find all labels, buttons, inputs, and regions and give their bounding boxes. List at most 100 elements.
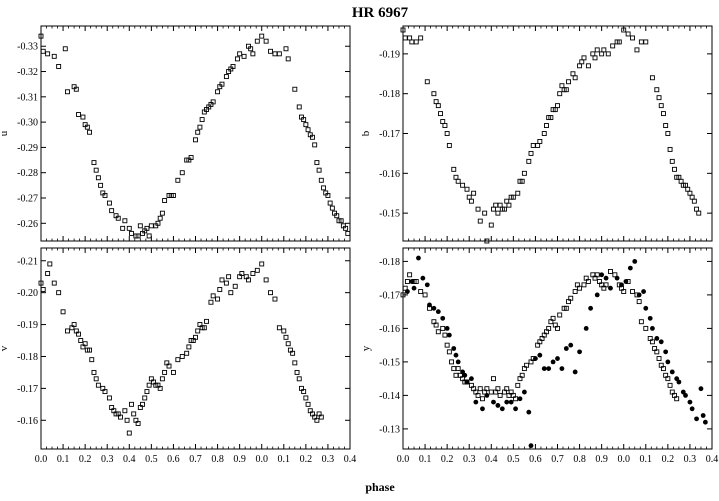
- x-tick-label: 0.0: [255, 454, 268, 465]
- data-point-filled: [431, 305, 437, 311]
- data-point-open: [444, 342, 450, 348]
- data-point-open: [418, 289, 424, 294]
- data-point-open: [696, 210, 702, 216]
- panel-top-right: -0.19 -0.18 -0.17 -0.16 -0.15 b: [360, 25, 713, 244]
- data-point-open: [162, 198, 168, 203]
- y-tick-label: -0.18: [379, 89, 400, 100]
- data-point-filled: [528, 443, 534, 449]
- data-point-open: [497, 392, 503, 398]
- data-point-open: [643, 325, 649, 331]
- data-point-filled: [599, 272, 605, 278]
- data-point-open: [179, 354, 185, 359]
- data-point-open: [91, 369, 97, 375]
- data-point-open: [506, 202, 512, 208]
- data-point-open: [460, 182, 466, 188]
- data-point-open: [451, 166, 457, 172]
- data-point-open: [170, 193, 176, 198]
- data-point-open: [91, 160, 97, 166]
- x-tick-label: 0.4: [123, 454, 136, 465]
- data-point-open: [228, 290, 234, 296]
- y-tick-label: -0.28: [17, 168, 38, 179]
- data-point-open: [579, 59, 585, 65]
- data-point-open: [433, 99, 439, 105]
- data-point-open: [504, 386, 510, 392]
- data-point-filled: [546, 366, 552, 371]
- data-point-open: [40, 287, 46, 292]
- data-point-open: [82, 341, 88, 347]
- data-point-open: [84, 124, 90, 130]
- y-tick-label: -0.29: [17, 143, 38, 154]
- data-point-open: [442, 332, 448, 338]
- data-point-open: [404, 279, 410, 284]
- data-point-open: [146, 382, 152, 388]
- x-tick-label: 0.3: [101, 454, 114, 465]
- y-tick-label: -0.15: [379, 357, 400, 368]
- data-point-open: [442, 123, 448, 128]
- data-point-filled: [636, 292, 642, 298]
- data-point-filled: [409, 279, 415, 284]
- data-point-filled: [603, 275, 609, 281]
- data-point-open: [314, 417, 320, 423]
- data-point-open: [407, 35, 413, 41]
- x-tick-label: 0.6: [167, 454, 180, 465]
- data-point-open: [530, 142, 536, 148]
- data-point-open: [175, 357, 181, 363]
- data-point-open: [524, 362, 530, 368]
- data-point-open: [488, 389, 494, 395]
- y-tick-label: -0.33: [17, 42, 38, 53]
- data-point-open: [45, 51, 51, 57]
- data-point-open: [400, 27, 406, 33]
- data-point-filled: [451, 346, 457, 351]
- data-point-open: [482, 210, 488, 216]
- data-point-open: [272, 51, 278, 57]
- y-axis-label: v: [0, 345, 10, 351]
- data-point-open: [528, 150, 534, 156]
- data-point-open: [563, 305, 569, 311]
- data-point-open: [621, 27, 627, 33]
- panel-top-left: -0.33 -0.32 -0.31 -0.30 -0.29 -0.28 -0.27 -0.26…: [0, 25, 351, 242]
- data-point-open: [60, 309, 66, 315]
- data-point-open: [559, 83, 565, 89]
- data-point-open: [62, 46, 68, 52]
- data-point-filled: [683, 393, 688, 398]
- data-point-open: [56, 290, 62, 296]
- data-point-filled: [663, 349, 669, 355]
- data-point-open: [246, 277, 251, 283]
- y-tick-label: -0.16: [17, 416, 38, 427]
- data-point-open: [93, 376, 99, 382]
- data-point-open: [159, 210, 165, 216]
- x-tick-label: 0.3: [684, 454, 697, 465]
- x-tick-label: 0.1: [278, 454, 291, 465]
- x-tick-label: 0.9: [595, 454, 608, 465]
- y-tick-label: -0.17: [379, 129, 400, 140]
- data-point-open: [199, 117, 205, 123]
- data-point-open: [201, 325, 207, 331]
- data-point-open: [630, 289, 635, 294]
- data-point-open: [433, 322, 439, 328]
- data-point-open: [102, 193, 108, 198]
- data-point-open: [409, 39, 415, 45]
- data-point-open: [234, 56, 240, 62]
- data-point-open: [504, 198, 510, 204]
- data-point-open: [610, 43, 616, 49]
- data-point-open: [475, 392, 481, 398]
- data-point-open: [544, 123, 549, 128]
- data-point-open: [321, 185, 326, 191]
- data-point-open: [217, 287, 223, 292]
- y-tick-label: -0.18: [17, 352, 38, 363]
- data-point-open: [250, 51, 256, 57]
- data-point-open: [491, 206, 496, 212]
- data-point-open: [526, 158, 532, 164]
- data-point-filled: [521, 389, 527, 395]
- data-point-open: [605, 51, 611, 57]
- data-point-open: [148, 223, 154, 229]
- data-point-open: [102, 389, 108, 395]
- data-point-open: [446, 349, 452, 355]
- data-point-open: [126, 225, 132, 231]
- data-point-open: [254, 267, 260, 273]
- data-point-open: [634, 47, 640, 53]
- data-point-open: [334, 213, 340, 219]
- data-point-open: [71, 322, 77, 328]
- data-point-filled: [550, 359, 556, 365]
- data-point-filled: [669, 369, 675, 375]
